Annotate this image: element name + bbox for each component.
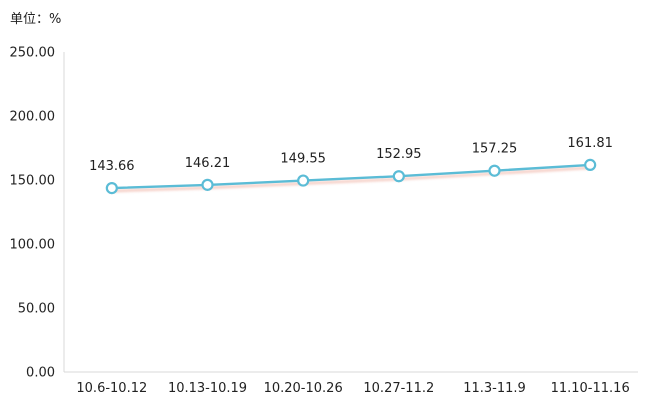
x-axis-ticks: 10.6-10.12 10.13-10.19 10.20-10.26 10.27-11… [76, 381, 629, 396]
x-tick-label: 10.27-11.2 [363, 381, 434, 396]
axes [63, 52, 638, 373]
unit-label: 单位：% [10, 12, 62, 27]
y-tick-label: 50.00 [18, 302, 55, 317]
y-tick-label: 250.00 [10, 46, 56, 61]
data-point [105, 182, 118, 195]
x-tick-label: 11.10-11.16 [551, 381, 630, 396]
y-tick-label: 200.00 [10, 110, 56, 125]
y-tick-label: 150.00 [10, 174, 56, 189]
data-label: 149.55 [280, 152, 326, 167]
data-point [584, 158, 597, 171]
x-tick-label: 10.20-10.26 [264, 381, 343, 396]
data-point [201, 178, 214, 191]
y-tick-label: 100.00 [10, 238, 56, 253]
series-layer [105, 158, 597, 195]
data-point [488, 164, 501, 177]
x-tick-label: 10.6-10.12 [76, 381, 147, 396]
data-label: 152.95 [376, 147, 422, 162]
x-tick-label: 11.3-11.9 [463, 381, 526, 396]
x-tick-label: 10.13-10.19 [168, 381, 247, 396]
series-line-shadow [109, 166, 589, 193]
data-label: 143.66 [89, 159, 135, 174]
y-axis-ticks: 0.00 50.00 100.00 150.00 200.00 250.00 [10, 46, 56, 381]
series-line [111, 163, 591, 190]
data-point [392, 170, 405, 183]
data-label: 146.21 [185, 156, 231, 171]
data-point [297, 174, 310, 187]
data-label: 157.25 [472, 142, 518, 157]
data-label: 161.81 [567, 136, 613, 151]
y-tick-label: 0.00 [26, 366, 55, 381]
data-labels: 143.66 146.21 149.55 152.95 157.25 161.81 [89, 136, 613, 174]
